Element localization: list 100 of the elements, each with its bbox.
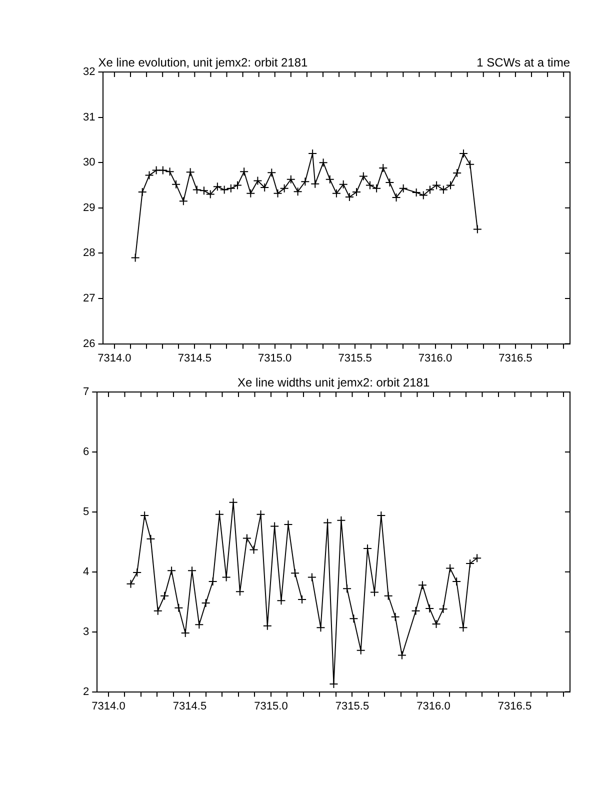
point <box>329 680 338 689</box>
y-tick-label: 3 <box>82 626 90 638</box>
y-tick-label: 28 <box>82 247 96 260</box>
point <box>293 187 302 196</box>
chart-subtitle: 1 SCWs at a time <box>476 55 570 70</box>
x-tick-label: 7316.0 <box>418 352 452 364</box>
point <box>411 606 420 616</box>
x-tick-label: 7316.5 <box>498 700 532 712</box>
x-tick-label: 7316.5 <box>498 352 532 364</box>
point <box>452 576 462 586</box>
point <box>201 598 210 608</box>
point <box>338 180 348 189</box>
point <box>165 167 174 176</box>
point <box>323 518 332 528</box>
point <box>344 192 354 202</box>
point <box>472 224 482 234</box>
point <box>425 604 434 613</box>
point <box>385 178 394 188</box>
point <box>290 568 300 578</box>
point <box>167 566 176 576</box>
x-tick-label: 7314.5 <box>172 700 207 712</box>
point <box>466 558 475 568</box>
point <box>298 594 307 604</box>
point <box>267 168 276 178</box>
point <box>146 534 156 544</box>
point <box>158 166 168 175</box>
x-tick-label: 7314.0 <box>92 700 126 712</box>
point <box>280 184 289 193</box>
point <box>318 158 328 168</box>
point <box>126 579 136 588</box>
y-tick-label: 2 <box>82 686 90 698</box>
point <box>325 174 334 184</box>
point <box>180 628 190 638</box>
y-tick-label: 29 <box>82 202 96 214</box>
point <box>256 510 266 519</box>
x-tick-label: 7314.0 <box>98 352 132 364</box>
point <box>458 149 468 158</box>
point <box>208 576 218 586</box>
point <box>356 646 366 655</box>
point <box>425 185 434 194</box>
point <box>249 545 258 554</box>
point <box>130 253 140 262</box>
point <box>174 603 184 612</box>
point <box>349 614 358 624</box>
point <box>397 650 406 660</box>
x-tick-label: 7315.0 <box>258 352 292 364</box>
point <box>153 606 162 616</box>
x-tick-label: 7314.5 <box>178 352 212 364</box>
y-tick-label: 31 <box>82 111 96 124</box>
y-tick-label: 5 <box>82 506 90 518</box>
point <box>186 168 195 177</box>
x-tick-label: 7315.0 <box>254 700 288 712</box>
point <box>152 166 161 175</box>
point <box>392 192 401 202</box>
point <box>286 174 296 184</box>
point <box>336 516 346 525</box>
point <box>308 149 318 158</box>
point <box>260 183 270 192</box>
y-tick-label: 27 <box>82 292 96 305</box>
point <box>220 185 229 194</box>
point <box>235 587 244 596</box>
point <box>418 190 428 200</box>
point <box>342 584 352 594</box>
point <box>246 188 256 198</box>
y-tick-label: 7 <box>82 386 90 398</box>
point <box>273 188 282 198</box>
point <box>307 572 316 582</box>
chart-title: Xe line widths unit jemx2: orbit 2181 <box>238 375 430 390</box>
x-tick-label: 7315.5 <box>338 352 372 364</box>
point <box>358 172 368 181</box>
point <box>160 591 170 600</box>
point <box>438 604 448 614</box>
point <box>240 167 249 176</box>
x-tick-label: 7315.5 <box>335 700 370 712</box>
point <box>310 179 320 188</box>
x-tick-label: 7316.0 <box>416 700 450 712</box>
y-tick-label: 32 <box>82 66 96 78</box>
point <box>270 522 280 531</box>
point <box>140 511 150 520</box>
point <box>178 196 188 206</box>
point <box>300 177 310 186</box>
point <box>194 620 204 630</box>
chart-title: Xe line evolution, unit jemx2: orbit 2181 <box>98 55 308 70</box>
point <box>132 568 142 577</box>
point <box>253 176 262 186</box>
point <box>262 621 272 630</box>
y-tick-label: 26 <box>82 338 96 350</box>
point <box>390 612 400 622</box>
point <box>316 623 326 632</box>
point <box>384 591 393 600</box>
point <box>472 554 482 563</box>
point <box>378 164 388 173</box>
point <box>352 188 362 197</box>
point <box>212 182 222 192</box>
point <box>226 184 236 193</box>
point <box>446 564 455 573</box>
point <box>192 185 202 194</box>
point <box>446 180 455 190</box>
point <box>418 580 427 590</box>
y-tick-label: 6 <box>82 446 90 458</box>
